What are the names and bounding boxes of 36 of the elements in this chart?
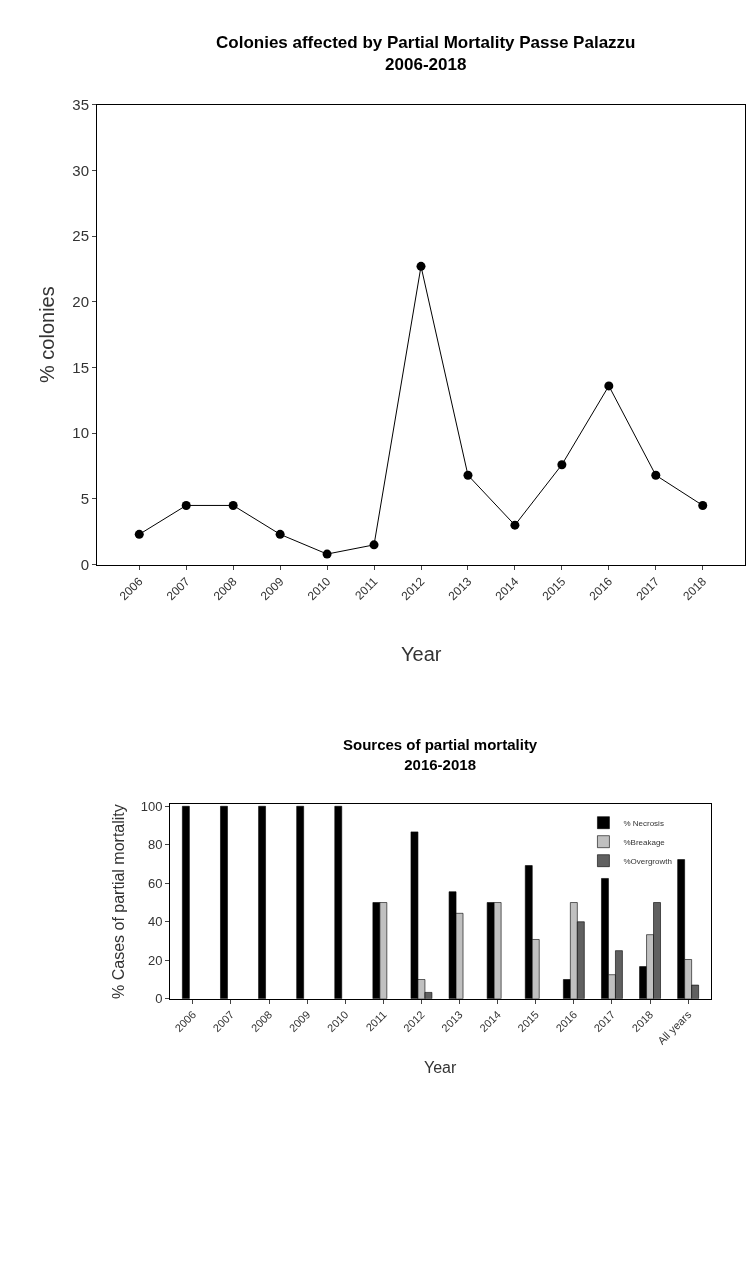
- y-tick-label: 100: [140, 798, 163, 814]
- point: [322, 549, 332, 559]
- point: [416, 261, 426, 271]
- y-tick-label: 20: [72, 293, 89, 311]
- y-tick-label: 10: [72, 424, 89, 442]
- y-tick-label: 0: [80, 555, 89, 573]
- point: [134, 529, 144, 539]
- point: [698, 500, 708, 510]
- chart-title: Sources of partial mortality 2016-2018: [343, 736, 538, 773]
- point: [604, 381, 614, 391]
- y-axis-title: % colonies: [35, 286, 58, 383]
- point: [463, 470, 473, 480]
- y-tick-label: 5: [80, 490, 89, 508]
- y-tick-label: 0: [155, 991, 163, 1007]
- y-tick-label: 20: [147, 952, 163, 968]
- x-axis-title: Year: [424, 1059, 457, 1076]
- y-tick-label: 15: [72, 358, 89, 376]
- x-axis-title: Year: [401, 643, 442, 665]
- y-tick-label: 35: [72, 95, 89, 113]
- point: [651, 470, 661, 480]
- legend-label: %Breakage: [623, 837, 666, 847]
- point: [228, 500, 238, 510]
- point: [369, 540, 379, 550]
- y-tick-label: 40: [147, 914, 163, 930]
- y-axis-title: % Cases of partial mortality: [109, 804, 127, 999]
- y-tick-label: 60: [147, 875, 163, 891]
- legend-label: %Overgrowth: [623, 856, 672, 866]
- point: [510, 520, 520, 530]
- legend-label: % Necrosis: [623, 818, 664, 828]
- y-tick-label: 25: [72, 227, 89, 245]
- point: [181, 500, 191, 510]
- point: [557, 460, 567, 470]
- y-tick-label: 80: [147, 837, 163, 853]
- chart-title: Colonies affected by Partial Mortality Passe Palazzu 2006-2018: [216, 33, 636, 75]
- y-tick-label: 30: [72, 161, 89, 179]
- point: [275, 529, 285, 539]
